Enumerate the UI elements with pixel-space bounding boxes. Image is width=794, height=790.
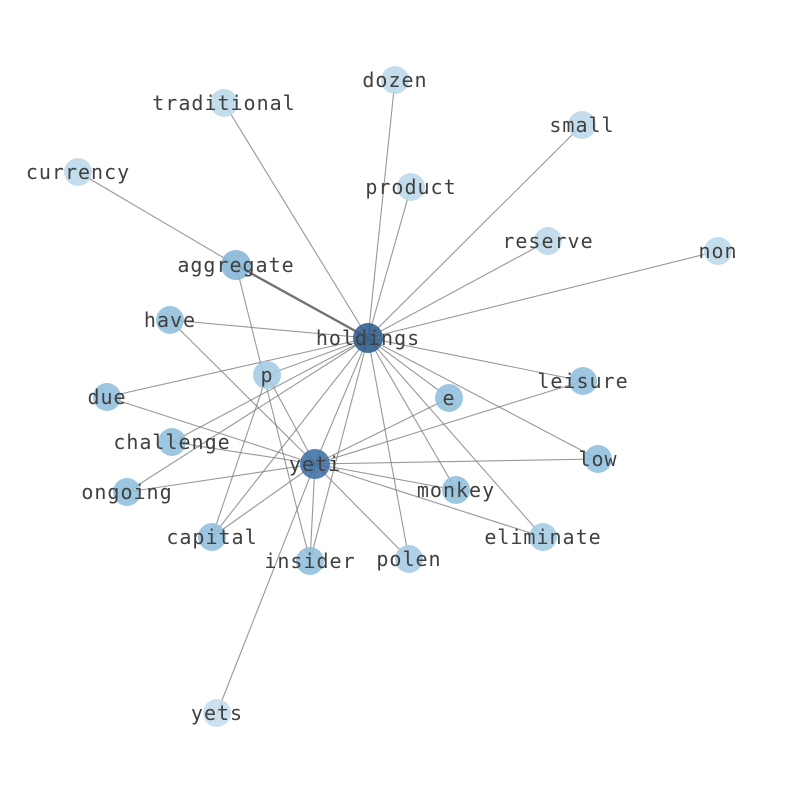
- graph-edge-holdings-insider: [309, 337, 369, 562]
- graph-node-small: [568, 111, 596, 139]
- graph-node-label-have: have: [144, 308, 196, 332]
- graph-edge-holdings-p: [266, 337, 369, 376]
- graph-node-low: [584, 445, 612, 473]
- graph-edge-yeti-e: [314, 397, 450, 465]
- graph-edge-holdings-polen: [367, 337, 410, 560]
- graph-node-leisure: [569, 367, 597, 395]
- graph-edge-holdings-leisure: [367, 337, 584, 382]
- graph-node-yets: [203, 699, 231, 727]
- graph-node-holdings: [353, 323, 383, 353]
- graph-edge-holdings-low: [367, 337, 599, 460]
- graph-edge-yeti-low: [314, 458, 599, 465]
- graph-edge-holdings-traditional: [223, 102, 369, 339]
- graph-node-non: [704, 237, 732, 265]
- graph-node-label-ongoing: ongoing: [81, 480, 172, 504]
- graph-node-label-yeti: yeti: [289, 452, 341, 476]
- graph-node-monkey: [442, 476, 470, 504]
- graph-node-label-insider: insider: [264, 549, 355, 573]
- graph-node-label-challenge: challenge: [113, 430, 230, 454]
- label-layer: dozen traditional small currency product rese…: [26, 68, 737, 725]
- graph-node-insider: [296, 547, 324, 575]
- graph-edge-aggregate-currency: [77, 171, 237, 266]
- graph-edge-holdings-small: [367, 124, 583, 339]
- graph-edge-holdings-capital: [211, 337, 369, 538]
- graph-node-label-leisure: leisure: [537, 369, 628, 393]
- graph-edge-holdings-product: [367, 186, 412, 339]
- graph-node-label-currency: currency: [26, 160, 130, 184]
- graph-node-label-reserve: reserve: [502, 229, 593, 253]
- graph-edge-holdings-e: [367, 337, 450, 399]
- graph-node-capital: [198, 523, 226, 551]
- graph-edge-holdings-have: [169, 319, 369, 339]
- graph-edge-yeti-ongoing: [126, 463, 316, 493]
- graph-edge-holdings-monkey: [367, 337, 457, 491]
- graph-node-traditional: [210, 89, 238, 117]
- graph-node-label-aggregate: aggregate: [177, 253, 294, 277]
- graph-node-due: [93, 383, 121, 411]
- graph-edge-yeti-have: [169, 319, 316, 465]
- node-layer: [64, 66, 732, 727]
- graph-edge-holdings-yeti: [314, 337, 369, 465]
- graph-node-label-p: p: [260, 363, 273, 387]
- graph-node-label-polen: polen: [376, 547, 441, 571]
- graph-node-p: [253, 361, 281, 389]
- graph-node-have: [156, 306, 184, 334]
- graph-node-reserve: [534, 227, 562, 255]
- graph-edge-yeti-leisure: [314, 380, 584, 465]
- graph-node-label-non: non: [698, 239, 737, 263]
- graph-edge-holdings-due: [106, 337, 369, 398]
- graph-node-eliminate: [529, 523, 557, 551]
- graph-node-challenge: [158, 428, 186, 456]
- graph-edge-yeti-eliminate: [314, 463, 544, 538]
- graph-node-label-low: low: [578, 447, 617, 471]
- graph-node-label-yets: yets: [191, 701, 243, 725]
- graph-edge-holdings-eliminate: [367, 337, 544, 538]
- graph-edge-yeti-polen: [314, 463, 410, 560]
- graph-node-label-due: due: [87, 385, 126, 409]
- graph-edge-aggregate-insider: [235, 264, 311, 562]
- graph-node-product: [397, 173, 425, 201]
- graph-edge-holdings-ongoing: [126, 337, 369, 493]
- graph-node-e: [435, 384, 463, 412]
- graph-edge-holdings-challenge: [171, 337, 369, 443]
- graph-edge-yeti-challenge: [171, 441, 316, 465]
- graph-edge-yeti-p: [266, 374, 316, 465]
- graph-node-ongoing: [113, 478, 141, 506]
- graph-node-label-product: product: [365, 175, 456, 199]
- graph-node-label-traditional: traditional: [152, 91, 295, 115]
- graph-node-currency: [64, 158, 92, 186]
- graph-node-yeti: [300, 449, 330, 479]
- graph-node-label-capital: capital: [166, 525, 257, 549]
- graph-edge-holdings-non: [367, 250, 719, 339]
- graph-edge-yeti-insider: [309, 463, 316, 562]
- graph-node-label-eliminate: eliminate: [484, 525, 601, 549]
- graph-node-label-small: small: [549, 113, 614, 137]
- graph-node-label-e: e: [442, 386, 455, 410]
- graph-edge-yeti-capital: [211, 463, 316, 538]
- graph-node-label-holdings: holdings: [316, 326, 420, 350]
- graph-edge-yeti-due: [106, 396, 316, 465]
- graph-node-label-monkey: monkey: [417, 478, 495, 502]
- graph-edge-holdings-aggregate: [235, 263, 369, 340]
- graph-node-aggregate: [221, 250, 251, 280]
- graph-node-dozen: [381, 66, 409, 94]
- graph-edge-yeti-monkey: [314, 463, 457, 491]
- graph-edge-holdings-dozen: [367, 79, 396, 339]
- edge-layer: [77, 79, 719, 714]
- graph-edge-yeti-yets: [216, 463, 316, 714]
- graph-node-label-dozen: dozen: [362, 68, 427, 92]
- graph-edge-holdings-reserve: [367, 240, 549, 339]
- graph-edge-capital-p: [211, 374, 268, 538]
- graph-node-polen: [395, 545, 423, 573]
